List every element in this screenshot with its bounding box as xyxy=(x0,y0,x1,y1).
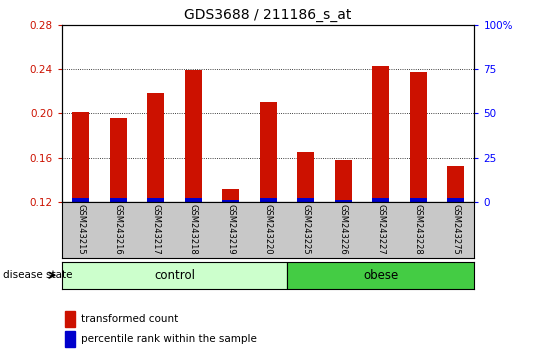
Text: GSM243227: GSM243227 xyxy=(376,204,385,255)
Bar xyxy=(447,199,464,202)
Text: obese: obese xyxy=(363,269,398,282)
Bar xyxy=(110,118,127,202)
Bar xyxy=(222,188,239,202)
Bar xyxy=(410,199,426,202)
Bar xyxy=(287,262,474,289)
Text: GSM243275: GSM243275 xyxy=(451,204,460,255)
Text: control: control xyxy=(154,269,195,282)
Bar xyxy=(260,102,277,202)
Text: GSM243219: GSM243219 xyxy=(226,204,235,255)
Bar xyxy=(65,311,75,327)
Text: GSM243226: GSM243226 xyxy=(338,204,348,255)
Bar xyxy=(222,200,239,202)
Text: GSM243217: GSM243217 xyxy=(151,204,160,255)
Bar xyxy=(185,199,202,202)
Bar xyxy=(147,199,164,202)
Text: GSM243218: GSM243218 xyxy=(189,204,198,255)
Bar xyxy=(72,112,89,202)
Bar xyxy=(110,198,127,202)
Bar xyxy=(147,93,164,202)
Text: disease state: disease state xyxy=(3,270,72,280)
Bar xyxy=(297,199,314,202)
Bar xyxy=(65,331,75,347)
Bar xyxy=(447,166,464,202)
Title: GDS3688 / 211186_s_at: GDS3688 / 211186_s_at xyxy=(184,8,352,22)
Text: GSM243228: GSM243228 xyxy=(413,204,423,255)
Text: GSM243220: GSM243220 xyxy=(264,204,273,255)
Text: GSM243215: GSM243215 xyxy=(76,204,85,255)
Bar xyxy=(185,70,202,202)
Text: transformed count: transformed count xyxy=(81,314,178,324)
Bar xyxy=(72,198,89,202)
Bar xyxy=(297,152,314,202)
Bar xyxy=(260,199,277,202)
Bar xyxy=(335,200,351,202)
Text: percentile rank within the sample: percentile rank within the sample xyxy=(81,334,257,344)
Text: GSM243216: GSM243216 xyxy=(114,204,123,255)
Text: GSM243225: GSM243225 xyxy=(301,204,310,255)
Bar xyxy=(372,199,389,202)
Bar xyxy=(372,66,389,202)
Bar xyxy=(410,72,426,202)
Bar xyxy=(335,160,351,202)
Bar xyxy=(62,262,287,289)
